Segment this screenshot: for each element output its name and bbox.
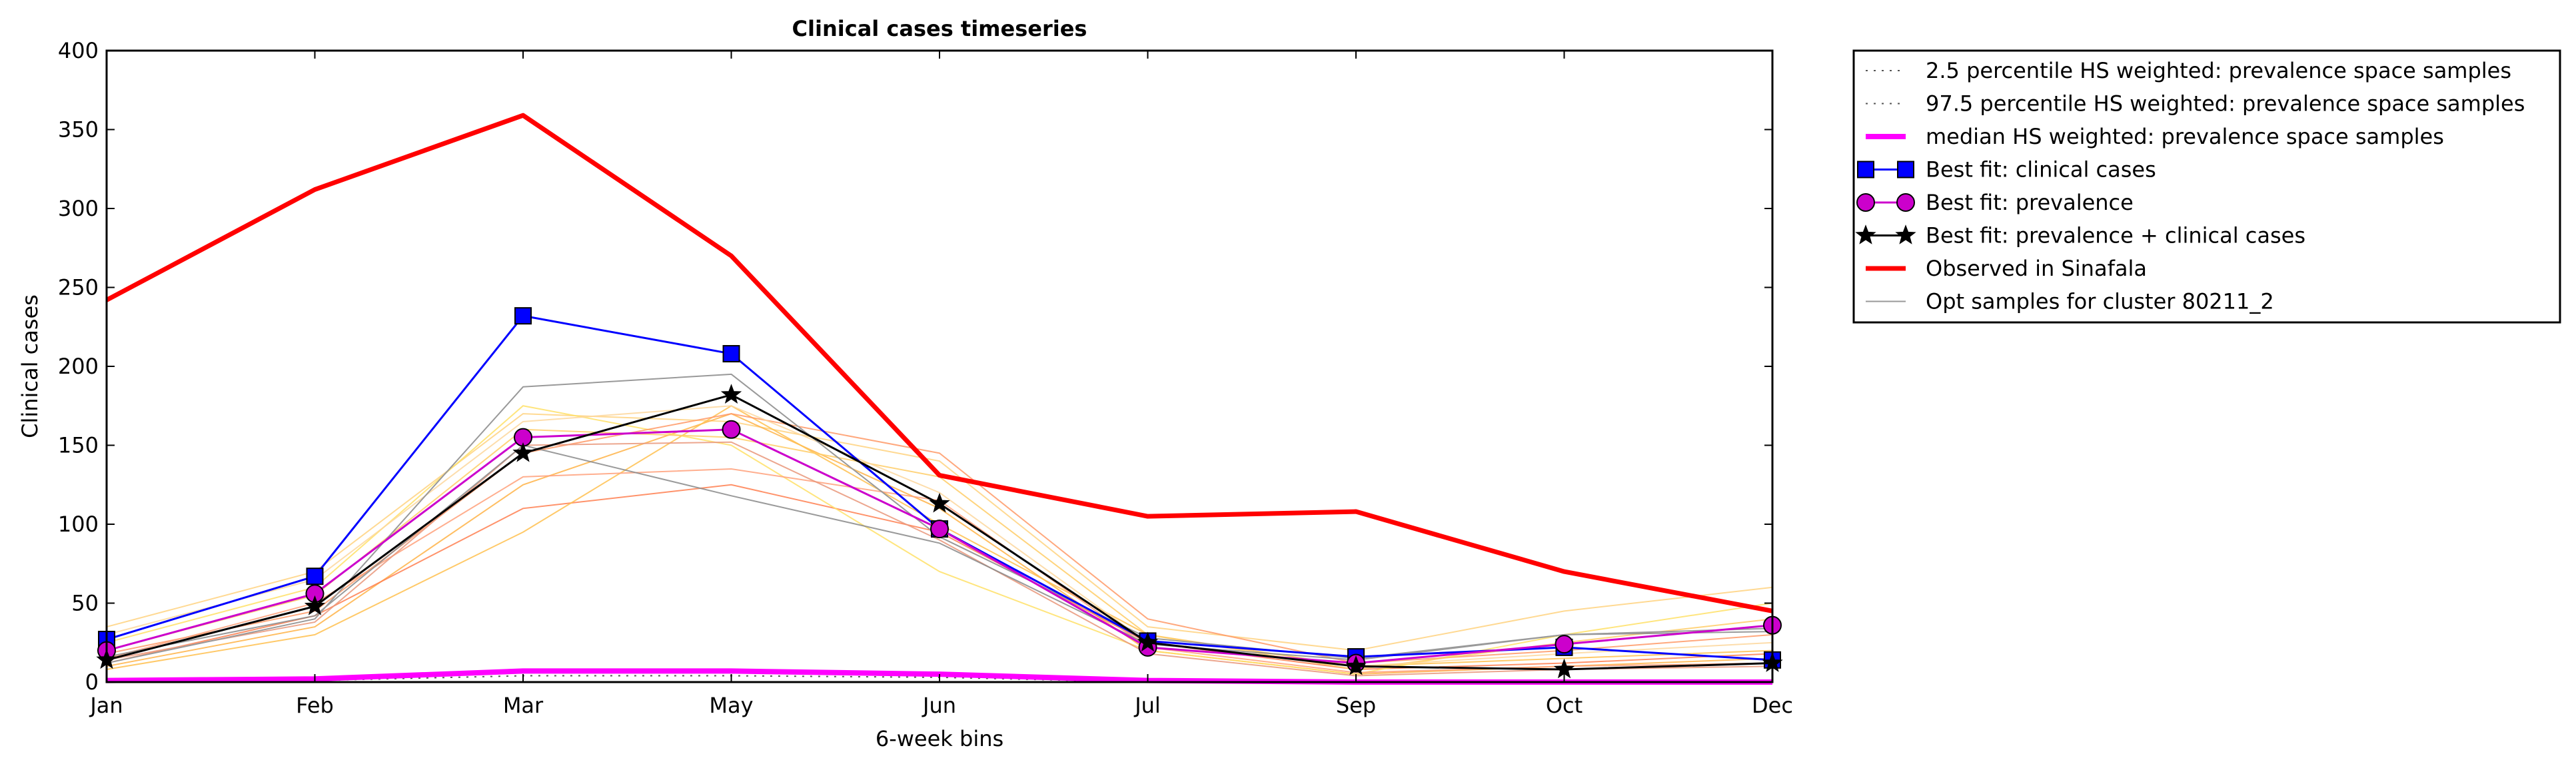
- x-tick-label-2: Mar: [503, 693, 544, 718]
- legend-marker-b-4: [1896, 193, 1915, 212]
- x-tick-label-3: May: [709, 693, 753, 718]
- opt-sample-line-2: [106, 484, 1773, 671]
- series-line-4: [106, 428, 1773, 665]
- x-tick-label-5: Jul: [1133, 693, 1161, 718]
- series-5-point-7: [1553, 658, 1575, 679]
- legend-marker-a-5: [1855, 224, 1876, 244]
- y-tick-label-6: 300: [58, 196, 99, 221]
- plot-area: [96, 113, 1783, 685]
- x-tick-label-6: Sep: [1336, 693, 1376, 718]
- series-4-point-3: [722, 420, 741, 439]
- legend-label-7: Opt samples for cluster 80211_2: [1926, 289, 2274, 314]
- series-5-point-6: [1345, 655, 1367, 675]
- opt-sample-line-5: [106, 413, 1773, 664]
- y-tick-label-0: 0: [85, 669, 99, 695]
- opt-sample-line-7: [106, 428, 1773, 671]
- y-tick-label-3: 150: [58, 433, 99, 458]
- x-tick-label-8: Dec: [1752, 693, 1793, 718]
- y-tick-label-1: 50: [71, 591, 99, 616]
- legend-label-1: 97.5 percentile HS weighted: prevalence …: [1926, 91, 2525, 117]
- y-tick-label-8: 400: [58, 38, 99, 63]
- legend-marker-a-3: [1857, 161, 1874, 179]
- legend-frame: [1852, 49, 2561, 324]
- opt-sample-line-8: [106, 441, 1773, 677]
- series-4-point-4: [930, 520, 949, 539]
- series-5-point-1: [304, 595, 326, 615]
- y-axis-label: Clinical cases: [17, 294, 43, 438]
- x-axis-label: 6-week bins: [876, 726, 1003, 751]
- x-tick-label-1: Feb: [296, 693, 334, 718]
- legend-label-5: Best fit: prevalence + clinical cases: [1926, 223, 2305, 248]
- legend: 2.5 percentile HS weighted: prevalence s…: [1852, 49, 2561, 324]
- y-tick-label-4: 200: [58, 354, 99, 379]
- series-5-point-5: [1137, 631, 1159, 652]
- series-line-3: [106, 314, 1773, 661]
- series-3-point-3: [722, 345, 740, 363]
- legend-label-0: 2.5 percentile HS weighted: prevalence s…: [1926, 58, 2511, 83]
- series-3-point-2: [514, 307, 532, 325]
- series-3-point-1: [306, 568, 324, 585]
- y-tick-label-2: 100: [58, 512, 99, 537]
- legend-marker-b-3: [1897, 161, 1914, 179]
- series-line-7: [106, 373, 1773, 664]
- legend-label-6: Observed in Sinafala: [1926, 256, 2147, 281]
- legend-label-2: median HS weighted: prevalence space sam…: [1926, 124, 2444, 149]
- series-5-point-3: [720, 384, 742, 404]
- y-tick-label-5: 250: [58, 275, 99, 300]
- series-line-6: [105, 113, 1773, 613]
- series-5-point-2: [512, 442, 534, 462]
- chart-title: Clinical cases timeseries: [792, 16, 1087, 41]
- x-tick-label-0: Jan: [89, 693, 123, 718]
- legend-label-3: Best fit: clinical cases: [1926, 157, 2156, 183]
- legend-label-4: Best fit: prevalence: [1926, 190, 2134, 215]
- series-4-point-7: [1555, 635, 1574, 654]
- series-5-point-4: [929, 492, 950, 513]
- axis-ticks: Jan Feb Mar May Jun Jul Sep Oct Dec 0 50 100 150 200 2…: [58, 38, 1793, 718]
- x-tick-label-4: Jun: [922, 693, 956, 718]
- y-tick-label-7: 350: [58, 117, 99, 143]
- x-tick-label-7: Oct: [1546, 693, 1583, 718]
- opt-sample-line-9: [106, 405, 1773, 667]
- opt-sample-line-0: [106, 413, 1773, 651]
- legend-marker-a-4: [1856, 193, 1875, 212]
- legend-marker-b-5: [1895, 224, 1916, 244]
